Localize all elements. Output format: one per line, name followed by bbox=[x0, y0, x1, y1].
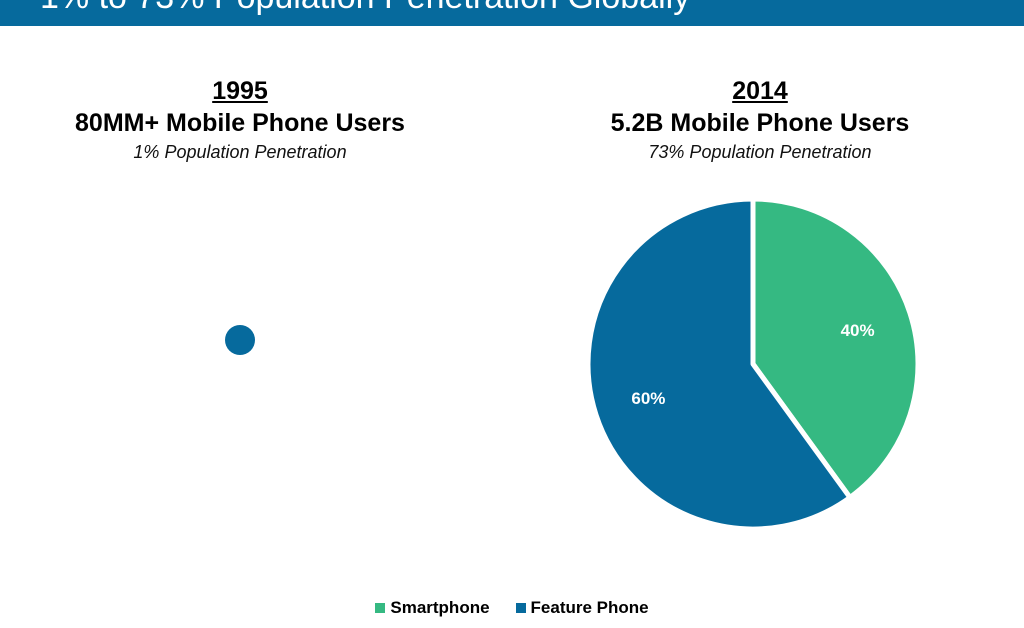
panel-2014-heading: 2014 5.2B Mobile Phone Users 73% Populat… bbox=[550, 76, 970, 164]
legend-label-smartphone: Smartphone bbox=[390, 598, 490, 617]
legend-label-feature-phone: Feature Phone bbox=[530, 598, 649, 617]
pie-2014: 40% 60% bbox=[585, 196, 921, 532]
users-2014-label: 5.2B Mobile Phone Users bbox=[610, 109, 910, 137]
pie-slice-feature-phone bbox=[225, 325, 255, 355]
chart-legend: Smartphone Feature Phone bbox=[0, 598, 1024, 618]
data-label-feature-phone: 60% bbox=[631, 389, 665, 408]
pie-1995 bbox=[225, 325, 255, 355]
legend-item-smartphone: Smartphone bbox=[375, 598, 490, 618]
year-1995-label: 1995 bbox=[212, 77, 268, 105]
penetration-2014-label: 73% Population Penetration bbox=[648, 142, 872, 162]
legend-swatch-smartphone bbox=[375, 603, 386, 613]
pie-slice-smartphone bbox=[750, 196, 921, 500]
users-1995-label: 80MM+ Mobile Phone Users bbox=[75, 109, 405, 137]
header-bar: 1% to 73% Population Penetration Globall… bbox=[0, 0, 1024, 26]
legend-swatch-feature-phone bbox=[515, 603, 526, 613]
slide-title: 1% to 73% Population Penetration Globall… bbox=[40, 0, 690, 17]
data-label-smartphone: 40% bbox=[841, 321, 875, 340]
penetration-1995-label: 1% Population Penetration bbox=[133, 142, 347, 162]
year-2014-label: 2014 bbox=[732, 77, 788, 105]
panel-1995-heading: 1995 80MM+ Mobile Phone Users 1% Populat… bbox=[30, 76, 450, 164]
legend-item-feature-phone: Feature Phone bbox=[515, 598, 649, 618]
pie-slice-feature-phone bbox=[585, 196, 853, 532]
